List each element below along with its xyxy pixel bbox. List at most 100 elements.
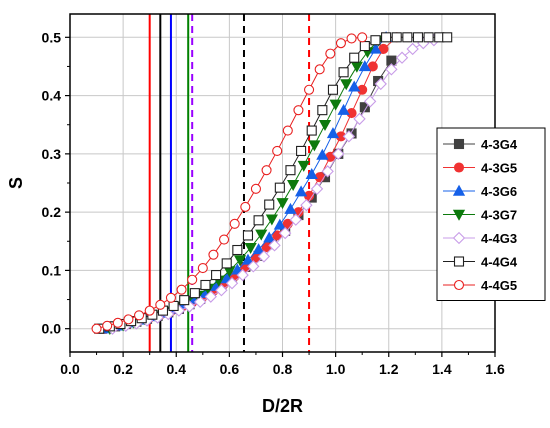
data-point [329, 99, 342, 111]
data-point [359, 102, 370, 113]
data-point [208, 249, 219, 260]
data-point [335, 38, 346, 49]
data-point [308, 140, 321, 152]
data-point [363, 95, 377, 108]
data-point [452, 209, 466, 221]
legend-item: 4-4G3 [443, 231, 517, 246]
data-point [219, 234, 230, 245]
data-point [305, 167, 318, 179]
data-point [402, 32, 413, 43]
data-point [284, 202, 297, 214]
legend-item: 4-3G5 [443, 161, 517, 176]
x-tick-label: 1.6 [485, 361, 505, 377]
data-point [412, 32, 424, 43]
data-point [282, 125, 293, 136]
y-tick-label: 0.3 [42, 146, 62, 162]
data-point [123, 314, 134, 325]
data-point [285, 165, 296, 176]
legend-label: 4-3G4 [481, 137, 518, 152]
series-4-4G3 [106, 34, 441, 335]
data-point [453, 162, 465, 173]
data-point [327, 84, 339, 95]
data-point [91, 323, 102, 334]
x-tick-label: 0.2 [113, 361, 133, 377]
series-4-3G5 [99, 32, 402, 334]
data-point [241, 253, 255, 265]
data-point [252, 243, 265, 255]
legend-label: 4-3G5 [481, 161, 517, 176]
data-point [229, 218, 240, 229]
legend-item: 4-4G5 [443, 278, 517, 293]
data-point [155, 299, 166, 310]
data-point [273, 218, 286, 230]
data-point [144, 305, 155, 316]
y-axis-title: S [6, 177, 26, 189]
legend-label: 4-4G3 [481, 231, 517, 246]
data-point [300, 198, 313, 212]
data-point [317, 105, 328, 116]
data-point [452, 231, 466, 245]
data-point [293, 105, 304, 116]
data-point [349, 52, 360, 63]
data-point [265, 214, 278, 226]
x-axis-title: D/2R [262, 396, 303, 416]
data-point [247, 260, 260, 273]
data-point [276, 198, 289, 210]
data-point [176, 284, 187, 295]
data-point [370, 35, 381, 46]
data-point [338, 67, 349, 78]
data-point [453, 138, 465, 150]
data-point [340, 79, 353, 91]
data-point [274, 182, 285, 193]
data-point [453, 279, 465, 291]
data-point [200, 279, 211, 291]
legend-label: 4-3G6 [481, 184, 517, 199]
data-point [287, 180, 300, 192]
data-point [225, 277, 239, 290]
data-point [204, 290, 217, 303]
data-point [278, 226, 292, 240]
data-point [442, 32, 453, 43]
x-tick-label: 0.4 [167, 361, 187, 377]
data-point [261, 165, 272, 176]
data-point [326, 127, 340, 139]
legend-label: 4-4G4 [481, 255, 518, 270]
data-point [294, 185, 308, 197]
data-point [211, 270, 222, 281]
data-point [112, 317, 123, 328]
data-point [304, 84, 315, 95]
data-point [321, 165, 334, 178]
y-tick-label: 0.0 [42, 321, 62, 337]
data-point [337, 103, 350, 115]
data-point [215, 284, 228, 297]
data-point [406, 42, 419, 56]
data-point [297, 160, 310, 172]
y-tick-label: 0.5 [42, 29, 62, 45]
data-point [353, 112, 366, 126]
data-point [193, 295, 207, 309]
data-point [268, 239, 281, 252]
data-point [306, 125, 317, 136]
data-point [253, 215, 264, 226]
data-point [346, 33, 357, 44]
data-point [374, 77, 387, 91]
y-tick-label: 0.1 [42, 262, 62, 278]
series-line [99, 36, 448, 330]
data-point [187, 274, 198, 285]
data-point [391, 32, 402, 43]
data-point [165, 292, 176, 303]
y-tick-label: 0.4 [42, 88, 62, 104]
series-4-4G4 [94, 32, 453, 334]
data-point [232, 244, 243, 256]
axis-ticks: 0.0 0.2 0.4 0.6 0.8 1.0 1.2 1.4 1.6 0.0 0.1 0.2 0.3 0… [42, 29, 505, 377]
data-point [381, 32, 392, 43]
x-tick-label: 1.4 [432, 361, 452, 377]
y-tick-label: 0.2 [42, 204, 62, 220]
series-4-4G5 [91, 32, 368, 334]
data-point [289, 213, 302, 226]
data-point [385, 63, 398, 76]
data-point [255, 229, 268, 241]
data-point [244, 242, 257, 254]
data-point [189, 288, 200, 299]
